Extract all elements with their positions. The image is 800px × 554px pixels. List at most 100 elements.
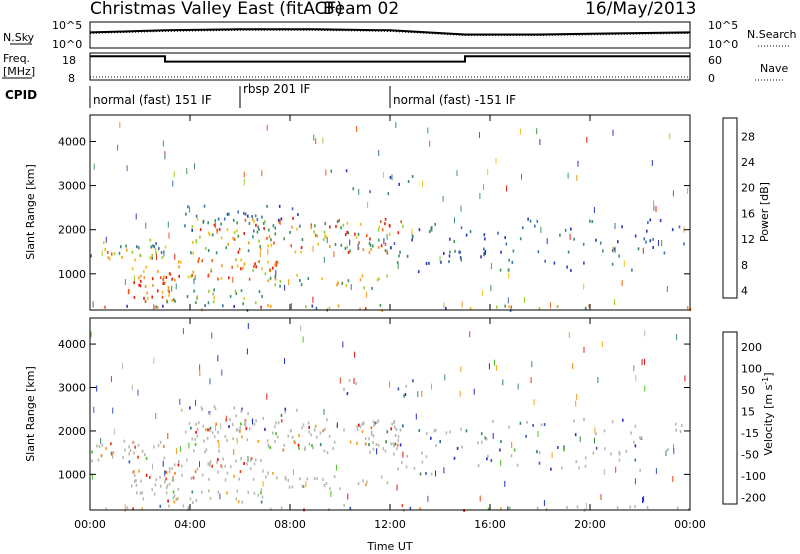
heatmap-cell xyxy=(238,477,240,481)
colorbar-tick-label: 16 xyxy=(741,207,755,220)
heatmap-cell xyxy=(162,282,165,285)
heatmap-cell xyxy=(192,449,195,453)
heatmap-cell xyxy=(302,485,305,488)
heatmap-cell xyxy=(240,258,242,262)
heatmap-cell xyxy=(243,462,245,465)
heatmap-cell xyxy=(614,223,616,229)
heatmap-cell xyxy=(272,266,274,270)
heatmap-cell xyxy=(140,479,142,483)
heatmap-cell xyxy=(154,248,157,251)
x-tick-label: 20:00 xyxy=(574,518,606,531)
heatmap-cell xyxy=(336,283,338,287)
heatmap-cell xyxy=(168,470,171,474)
heatmap-cell xyxy=(390,442,392,446)
heatmap-cell xyxy=(207,462,210,466)
heatmap-cell xyxy=(144,285,147,288)
heatmap-cell xyxy=(204,304,206,308)
heatmap-cell xyxy=(323,237,325,241)
heatmap-cell xyxy=(508,272,510,279)
heatmap-cell xyxy=(133,474,136,477)
heatmap-cell xyxy=(380,475,383,479)
heatmap-cell xyxy=(459,256,462,260)
heatmap-cell xyxy=(311,444,313,447)
heatmap-cell xyxy=(253,265,255,268)
heatmap-cell xyxy=(299,477,301,481)
heatmap-cell xyxy=(163,281,166,285)
heatmap-cell xyxy=(297,443,300,447)
heatmap-cell xyxy=(202,424,205,428)
heatmap-cell xyxy=(110,376,112,382)
date-label: 16/May/2013 xyxy=(585,0,697,19)
heatmap-cell xyxy=(235,459,237,463)
heatmap-cell xyxy=(389,175,392,179)
heatmap-cell xyxy=(389,381,391,388)
heatmap-cell xyxy=(90,254,92,258)
heatmap-cell xyxy=(569,233,571,240)
heatmap-cell xyxy=(145,456,148,460)
heatmap-cell xyxy=(507,268,510,272)
heatmap-cell xyxy=(216,460,218,464)
heatmap-cell xyxy=(678,225,681,229)
heatmap-cell xyxy=(191,490,194,494)
heatmap-cell xyxy=(431,383,432,390)
heatmap-cell xyxy=(274,283,276,287)
heatmap-cell xyxy=(561,466,563,470)
heatmap-cell xyxy=(428,230,431,234)
heatmap-cell xyxy=(376,278,379,282)
y-tick-label: 3000 xyxy=(58,382,86,395)
heatmap-cell xyxy=(425,262,428,265)
nsearch-tick-high: 10^5 xyxy=(708,19,738,32)
heatmap-cell xyxy=(672,190,674,197)
heatmap-cell xyxy=(199,370,201,377)
heatmap-cell xyxy=(164,153,166,160)
heatmap-cell xyxy=(384,249,387,253)
heatmap-cell xyxy=(284,475,287,479)
heatmap-cell xyxy=(139,491,142,495)
heatmap-cell xyxy=(300,325,302,332)
heatmap-cell xyxy=(425,471,427,475)
heatmap-cell xyxy=(272,224,275,228)
x-tick-label: 08:00 xyxy=(274,518,306,531)
heatmap-cell xyxy=(337,304,340,308)
figure-title: Christmas Valley East (fitACF) xyxy=(90,0,343,19)
heatmap-cell xyxy=(217,277,219,281)
heatmap-cell xyxy=(224,435,227,439)
heatmap-cell xyxy=(164,470,166,477)
heatmap-cell xyxy=(248,277,251,281)
heatmap-cell xyxy=(611,262,614,266)
heatmap-cell xyxy=(138,469,140,473)
heatmap-cell xyxy=(339,487,341,491)
heatmap-cell xyxy=(126,506,129,510)
heatmap-cell xyxy=(395,122,397,128)
heatmap-cell xyxy=(255,223,257,227)
heatmap-cell xyxy=(105,507,107,511)
heatmap-cell xyxy=(241,407,243,411)
heatmap-cell xyxy=(178,260,180,264)
heatmap-cell xyxy=(117,144,119,151)
heatmap-cell xyxy=(247,412,249,416)
heatmap-cell xyxy=(397,435,400,439)
heatmap-cell xyxy=(181,464,183,468)
heatmap-cell xyxy=(370,432,373,436)
heatmap-cell xyxy=(162,460,164,467)
velocity-colorbar-label: Velocity [m s-1] xyxy=(761,372,775,455)
heatmap-cell xyxy=(612,246,614,253)
heatmap-cell xyxy=(621,225,623,229)
heatmap-cell xyxy=(123,439,126,443)
heatmap-cell xyxy=(199,364,201,371)
heatmap-cell xyxy=(439,440,441,444)
velocity-colorbar-label-main: Velocity [m s xyxy=(762,384,775,455)
heatmap-cell xyxy=(343,387,345,391)
heatmap-cell xyxy=(155,254,157,261)
heatmap-cell xyxy=(157,269,159,273)
heatmap-cell xyxy=(390,427,392,431)
heatmap-cell xyxy=(202,219,205,223)
heatmap-cell xyxy=(131,267,134,271)
heatmap-cell xyxy=(399,443,402,447)
heatmap-cell xyxy=(203,204,206,208)
heatmap-cell xyxy=(502,379,504,386)
heatmap-cell xyxy=(378,225,380,229)
heatmap-cell xyxy=(508,305,510,309)
heatmap-cell xyxy=(153,357,155,364)
heatmap-cell xyxy=(208,477,210,481)
